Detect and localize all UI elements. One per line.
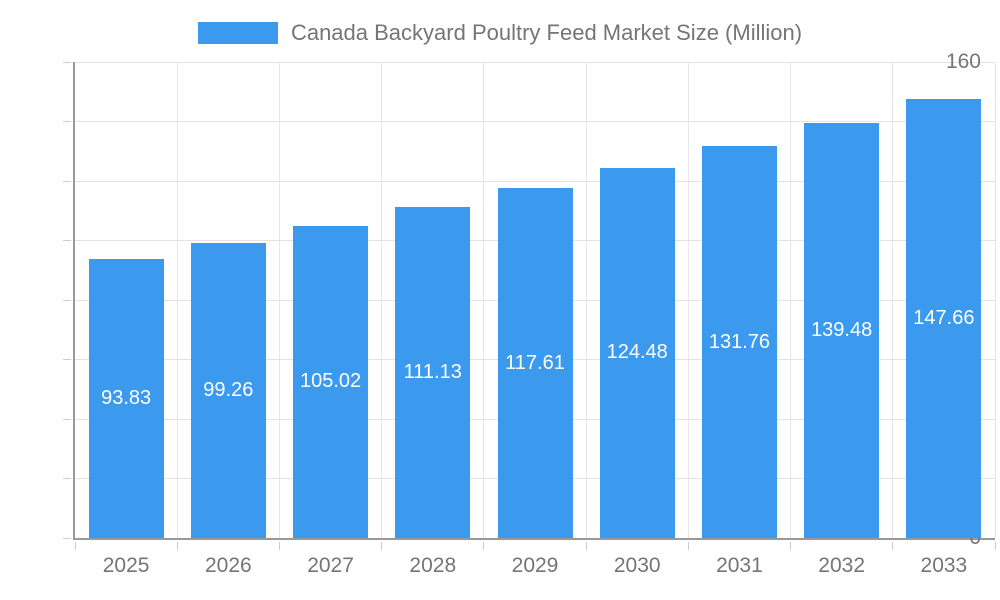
gridline-vertical xyxy=(687,62,689,538)
gridline-vertical xyxy=(892,62,894,538)
gridline-vertical xyxy=(585,62,587,538)
gridline-vertical xyxy=(994,62,996,538)
x-axis-tick xyxy=(74,542,76,550)
y-axis-tick xyxy=(63,478,71,479)
bar-2027[interactable]: 105.02 xyxy=(293,225,369,538)
x-axis-tick xyxy=(687,542,689,550)
bar-2028[interactable]: 111.13 xyxy=(395,207,471,538)
x-axis-label: 2030 xyxy=(613,554,661,577)
x-axis-tick xyxy=(381,542,383,550)
bar-2026[interactable]: 99.26 xyxy=(190,242,266,538)
x-axis-label: 2031 xyxy=(716,554,763,577)
x-axis-tick xyxy=(585,542,587,550)
gridline-horizontal xyxy=(75,61,995,63)
plot-area: 0204060801001201401602025202620272028202… xyxy=(63,50,996,577)
gridline-vertical xyxy=(381,62,383,538)
y-axis-tick xyxy=(63,299,71,301)
x-axis-tick xyxy=(790,542,792,550)
bar-2025[interactable]: 93.83 xyxy=(88,258,164,538)
gridline-horizontal xyxy=(75,121,995,122)
legend[interactable]: Canada Backyard Poultry Feed Market Size… xyxy=(0,20,1000,45)
bar-value-label: 105.02 xyxy=(299,370,362,393)
bar-value-label: 139.48 xyxy=(811,319,873,342)
x-axis-tick xyxy=(278,542,280,550)
bar-value-label: 131.76 xyxy=(708,330,771,353)
x-axis-tick xyxy=(892,542,894,550)
x-axis-tick xyxy=(483,542,485,550)
y-axis-tick xyxy=(63,180,71,182)
gridline-vertical xyxy=(790,62,792,538)
y-axis-tick xyxy=(63,121,71,122)
bar-2031[interactable]: 131.76 xyxy=(701,146,777,538)
y-axis-tick xyxy=(63,359,71,360)
y-axis-tick xyxy=(63,61,71,63)
x-axis-label: 2025 xyxy=(102,554,150,577)
bar-2032[interactable]: 139.48 xyxy=(804,123,880,538)
bar-value-label: 99.26 xyxy=(203,378,254,401)
gridline-horizontal xyxy=(75,180,995,182)
bar-2029[interactable]: 117.61 xyxy=(497,188,573,538)
bar-value-label: 147.66 xyxy=(913,306,975,329)
x-axis-label: 2027 xyxy=(307,554,354,577)
bar-2030[interactable]: 124.48 xyxy=(599,167,675,538)
legend-swatch[interactable] xyxy=(197,22,278,44)
bar-value-label: 111.13 xyxy=(403,361,462,384)
x-axis-tick xyxy=(176,542,178,550)
gridline-vertical xyxy=(483,62,485,538)
bar-value-label: 124.48 xyxy=(606,341,668,364)
x-axis-label: 2026 xyxy=(204,554,252,577)
y-axis-tick xyxy=(63,418,71,420)
gridline-vertical xyxy=(278,62,280,538)
x-axis-label: 2032 xyxy=(818,554,866,577)
bar-2033[interactable]: 147.66 xyxy=(906,98,982,538)
legend-label: Canada Backyard Poultry Feed Market Size… xyxy=(290,20,803,45)
y-axis-label: 160 xyxy=(945,50,981,73)
x-axis-label: 2028 xyxy=(409,554,457,577)
x-axis-label: 2033 xyxy=(920,554,968,577)
x-axis-tick xyxy=(994,542,996,550)
y-axis-tick xyxy=(63,537,71,539)
bar-value-label: 93.83 xyxy=(101,386,152,409)
x-axis-label: 2029 xyxy=(511,554,559,577)
gridline-vertical xyxy=(176,62,178,538)
bar-value-label: 117.61 xyxy=(505,351,565,374)
y-axis-tick xyxy=(63,240,71,241)
